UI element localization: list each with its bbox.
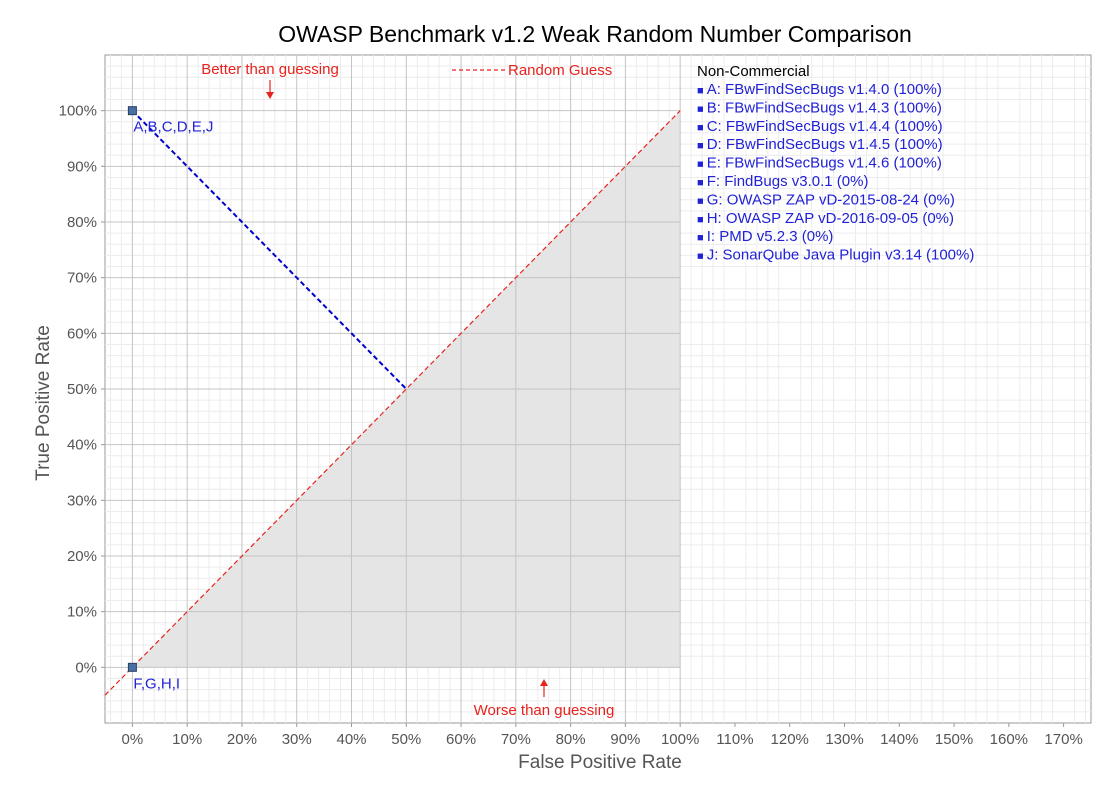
legend-item: ■ G: OWASP ZAP vD-2015-08-24 (0%) bbox=[697, 191, 955, 208]
legend-marker-icon: ■ bbox=[697, 177, 707, 189]
y-tick-label: 40% bbox=[67, 437, 97, 454]
better-annotation: Better than guessing bbox=[201, 61, 339, 78]
legend-marker-icon: ■ bbox=[697, 159, 707, 171]
legend-marker-icon: ■ bbox=[697, 122, 707, 134]
x-tick-label: 160% bbox=[990, 731, 1028, 748]
random-guess-label: Random Guess bbox=[508, 62, 612, 79]
legend-marker-icon: ■ bbox=[697, 251, 707, 263]
x-tick-label: 110% bbox=[716, 731, 753, 748]
x-tick-label: 10% bbox=[172, 731, 202, 748]
x-axis-title: False Positive Rate bbox=[518, 752, 682, 773]
worse-annotation: Worse than guessing bbox=[474, 702, 615, 719]
legend-item-label: E: FBwFindSecBugs v1.4.6 (100%) bbox=[707, 155, 942, 172]
legend-marker-icon: ■ bbox=[697, 214, 707, 226]
x-tick-label: 40% bbox=[336, 731, 366, 748]
points-layer: A,B,C,D,E,J F,G,H,I bbox=[127, 106, 213, 692]
x-tick-label: 80% bbox=[556, 731, 586, 748]
y-tick-label: 50% bbox=[67, 381, 97, 398]
legend: Non-Commercial ■ A: FBwFindSecBugs v1.4.… bbox=[697, 63, 974, 264]
x-tick-label: 120% bbox=[771, 731, 809, 748]
data-point bbox=[127, 662, 137, 672]
x-tick-label: 150% bbox=[935, 731, 973, 748]
better-arrow bbox=[266, 80, 274, 99]
legend-marker-icon: ■ bbox=[697, 140, 707, 152]
legend-item: ■ I: PMD v5.2.3 (0%) bbox=[697, 228, 833, 245]
legend-items: ■ A: FBwFindSecBugs v1.4.0 (100%)■ B: FB… bbox=[697, 81, 974, 264]
legend-item-label: I: PMD v5.2.3 (0%) bbox=[707, 228, 834, 245]
legend-item: ■ J: SonarQube Java Plugin v3.14 (100%) bbox=[697, 247, 974, 264]
y-tick-label: 10% bbox=[67, 604, 97, 621]
legend-item-label: A: FBwFindSecBugs v1.4.0 (100%) bbox=[707, 81, 942, 98]
y-tick-label: 0% bbox=[75, 659, 97, 676]
y-tick-label: 30% bbox=[67, 492, 97, 509]
legend-item: ■ B: FBwFindSecBugs v1.4.3 (100%) bbox=[697, 99, 942, 116]
legend-item: ■ H: OWASP ZAP vD-2016-09-05 (0%) bbox=[697, 210, 954, 227]
x-tick-label: 0% bbox=[122, 731, 144, 748]
random-guess-legend: Random Guess bbox=[452, 62, 612, 79]
lines-layer bbox=[104, 109, 681, 696]
y-tick-label: 70% bbox=[67, 270, 97, 287]
x-tick-label: 50% bbox=[391, 731, 421, 748]
projection-line bbox=[131, 109, 407, 390]
legend-item-label: D: FBwFindSecBugs v1.4.5 (100%) bbox=[707, 136, 943, 153]
legend-marker-icon: ■ bbox=[697, 103, 707, 115]
legend-heading: Non-Commercial bbox=[697, 63, 810, 80]
legend-item: ■ F: FindBugs v3.0.1 (0%) bbox=[697, 173, 868, 190]
legend-item-label: F: FindBugs v3.0.1 (0%) bbox=[707, 173, 869, 190]
legend-item: ■ A: FBwFindSecBugs v1.4.0 (100%) bbox=[697, 81, 942, 98]
legend-marker-icon: ■ bbox=[697, 195, 707, 207]
legend-item-label: H: OWASP ZAP vD-2016-09-05 (0%) bbox=[707, 210, 954, 227]
y-tick-label: 90% bbox=[67, 158, 97, 175]
x-tick-label: 130% bbox=[825, 731, 863, 748]
x-tick-label: 90% bbox=[610, 731, 640, 748]
chart-title: OWASP Benchmark v1.2 Weak Random Number … bbox=[278, 21, 912, 47]
legend-item-label: C: FBwFindSecBugs v1.4.4 (100%) bbox=[707, 118, 943, 135]
data-point bbox=[127, 106, 137, 116]
x-tick-label: 30% bbox=[282, 731, 312, 748]
legend-item: ■ E: FBwFindSecBugs v1.4.6 (100%) bbox=[697, 155, 942, 172]
x-tick-label: 70% bbox=[501, 731, 531, 748]
legend-item-label: B: FBwFindSecBugs v1.4.3 (100%) bbox=[707, 99, 942, 116]
y-tick-label: 20% bbox=[67, 548, 97, 565]
legend-item: ■ C: FBwFindSecBugs v1.4.4 (100%) bbox=[697, 118, 943, 135]
legend-item: ■ D: FBwFindSecBugs v1.4.5 (100%) bbox=[697, 136, 943, 153]
y-tick-label: 80% bbox=[67, 214, 97, 231]
data-point-label: A,B,C,D,E,J bbox=[133, 119, 213, 136]
x-tick-label: 100% bbox=[661, 731, 699, 748]
major-grid bbox=[105, 55, 681, 723]
x-tick-label: 140% bbox=[880, 731, 918, 748]
random-guess-line bbox=[104, 110, 681, 696]
legend-item-label: J: SonarQube Java Plugin v3.14 (100%) bbox=[707, 247, 975, 264]
worse-arrow bbox=[540, 679, 548, 697]
data-point-label: F,G,H,I bbox=[133, 675, 180, 692]
x-tick-labels: 0% 10% 20% 30% 40% 50% 60% 70% 80% 90% 100% 110% 120… bbox=[122, 723, 1083, 748]
legend-marker-icon: ■ bbox=[697, 232, 707, 244]
x-tick-label: 20% bbox=[227, 731, 257, 748]
y-tick-label: 100% bbox=[59, 103, 97, 120]
legend-item-label: G: OWASP ZAP vD-2015-08-24 (0%) bbox=[707, 191, 955, 208]
y-tick-label: 60% bbox=[67, 325, 97, 342]
y-axis-title: True Positive Rate bbox=[33, 325, 54, 481]
x-tick-label: 60% bbox=[446, 731, 476, 748]
y-tick-labels: 0% 10% 20% 30% 40% 50% 60% 70% 80% 90% 100% bbox=[59, 103, 105, 676]
legend-marker-icon: ■ bbox=[697, 85, 707, 97]
x-tick-label: 170% bbox=[1044, 731, 1082, 748]
